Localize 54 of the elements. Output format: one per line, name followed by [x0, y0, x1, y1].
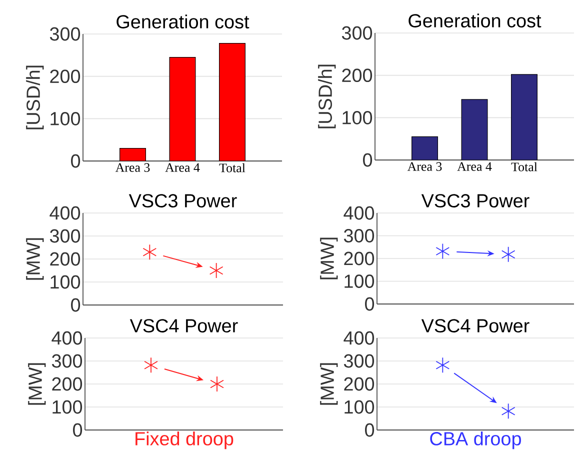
x-axis-title: CBA droop — [430, 432, 521, 450]
chart-title: VSC3 Power — [128, 194, 237, 208]
bar — [120, 148, 146, 161]
y-tick-label: 300 — [342, 26, 372, 40]
y-tick-label: 300 — [50, 27, 80, 41]
x-tick-label: Total — [511, 162, 538, 172]
y-tick-label: 100 — [52, 400, 82, 414]
y-axis-title: [MW] — [28, 363, 46, 405]
y-tick-label: 200 — [344, 377, 374, 391]
y-tick-label: 100 — [50, 112, 80, 126]
y-tick-label: 300 — [344, 229, 374, 242]
y-tick-label: 0 — [71, 154, 80, 168]
x-axis-title: Fixed droop — [136, 432, 234, 450]
y-tick-label: 100 — [342, 110, 372, 124]
y-axis-title: [MW] — [320, 238, 338, 280]
y-axis-title: [MW] — [26, 238, 44, 280]
x-tick-label: Area 3 — [407, 162, 442, 171]
y-axis-title: [MW] — [320, 363, 338, 405]
y-axis-title: [USD/h] — [318, 64, 336, 128]
x-tick-label: Area 3 — [115, 163, 150, 172]
x-tick-label: Area 4 — [165, 163, 200, 172]
chart-title: VSC3 Power — [421, 194, 530, 208]
y-tick-label: 200 — [344, 252, 374, 266]
y-tick-label: 100 — [344, 274, 374, 288]
y-tick-label: 200 — [50, 252, 80, 266]
y-tick-label: 100 — [50, 275, 80, 289]
y-tick-label: 0 — [365, 423, 374, 437]
x-tick-label: Area 4 — [457, 162, 492, 171]
y-tick-label: 400 — [52, 331, 82, 345]
bar — [412, 136, 438, 160]
y-axis-title: [USD/h] — [26, 66, 44, 130]
y-tick-label: 200 — [52, 377, 82, 391]
y-tick-label: 200 — [50, 70, 80, 84]
y-tick-label: 400 — [344, 206, 374, 220]
y-tick-label: 0 — [363, 153, 372, 167]
y-tick-label: 400 — [344, 331, 374, 345]
bar — [461, 99, 488, 160]
chart-title: VSC4 Power — [130, 319, 238, 332]
y-tick-label: 300 — [52, 354, 82, 368]
y-tick-label: 300 — [344, 354, 374, 368]
bar — [511, 74, 538, 160]
chart-title: Generation cost — [408, 14, 542, 28]
y-tick-label: 200 — [342, 68, 372, 82]
chart-title: VSC4 Power — [421, 319, 530, 332]
bar — [169, 56, 196, 161]
y-tick-label: 0 — [73, 423, 82, 437]
y-tick-label: 100 — [344, 400, 374, 414]
y-tick-label: 0 — [365, 297, 374, 311]
bar — [219, 43, 246, 161]
x-tick-label: Total — [219, 163, 246, 172]
chart-title: Generation cost — [116, 14, 250, 28]
y-tick-label: 400 — [50, 206, 80, 220]
y-tick-label: 300 — [50, 229, 80, 243]
y-tick-label: 0 — [71, 298, 80, 312]
